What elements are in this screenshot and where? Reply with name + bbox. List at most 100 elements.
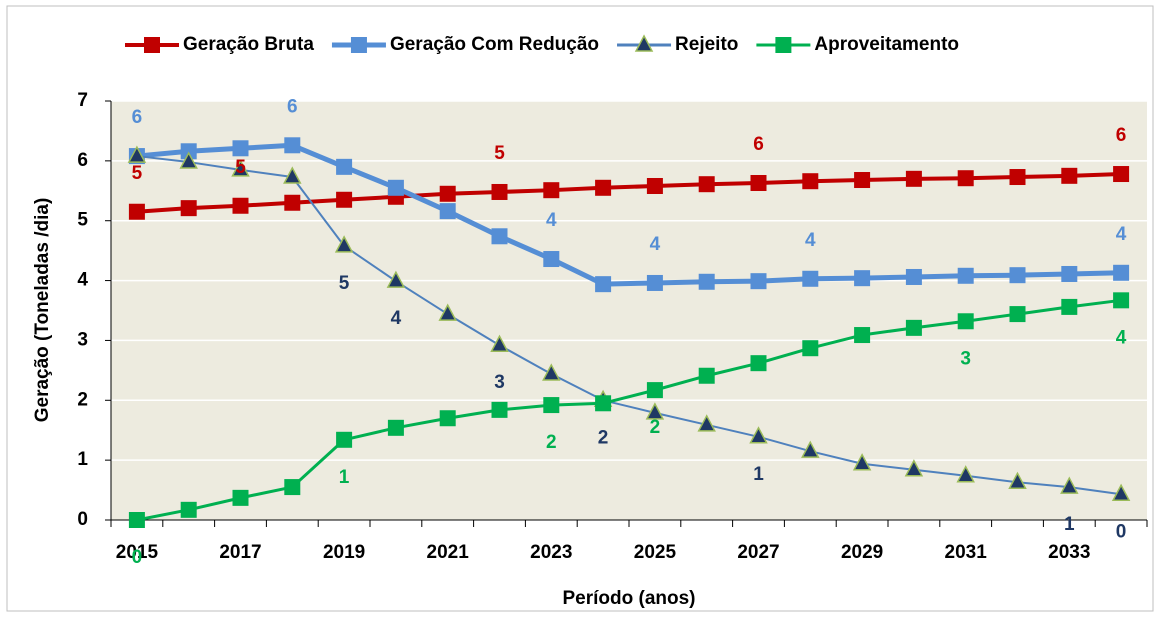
data-point (284, 137, 301, 154)
y-axis-title: Geração (Toneladas /dia) (32, 198, 53, 423)
data-point (750, 175, 767, 192)
data-label: 6 (753, 134, 764, 155)
data-label: 2 (598, 427, 609, 448)
data-point (438, 303, 457, 321)
data-point (854, 270, 871, 287)
data-point (698, 367, 715, 384)
data-point (750, 273, 767, 290)
data-point (646, 177, 663, 194)
data-point (336, 191, 353, 208)
data-point (1060, 476, 1079, 494)
data-point (232, 489, 249, 506)
x-tick-label: 2021 (427, 542, 470, 563)
data-point (750, 355, 767, 372)
data-label: 6 (1116, 125, 1127, 146)
legend-label: Rejeito (675, 34, 738, 55)
data-point (231, 159, 250, 177)
data-point (179, 151, 198, 169)
data-label: 1 (753, 464, 764, 485)
y-tick-label: 2 (77, 389, 88, 410)
data-point (595, 179, 612, 196)
data-point (439, 203, 456, 220)
legend-marker (775, 37, 792, 53)
x-tick-label: 2019 (323, 542, 365, 563)
data-label: 0 (132, 547, 143, 568)
data-point (180, 143, 197, 160)
series-line (136, 155, 1122, 496)
data-point (646, 382, 663, 399)
data-point (543, 397, 560, 414)
data-point (128, 512, 145, 528)
x-axis-title: Período (anos) (562, 588, 695, 609)
data-label: 6 (287, 96, 298, 117)
data-point (801, 440, 820, 458)
data-point (180, 501, 197, 518)
data-point (1061, 265, 1078, 282)
data-point (854, 172, 871, 189)
data-point (905, 319, 922, 336)
legend-marker (350, 37, 367, 53)
data-label: 6 (132, 107, 143, 128)
y-tick-label: 5 (77, 210, 88, 231)
data-point (1009, 306, 1026, 323)
series-line (136, 298, 1122, 522)
data-point (645, 402, 665, 420)
x-tick-label: 2025 (634, 542, 677, 563)
data-point (439, 410, 456, 427)
x-tick-label: 2029 (841, 542, 883, 563)
x-tick-label: 2015 (116, 542, 159, 563)
data-point (490, 334, 509, 352)
data-point (595, 395, 612, 412)
data-point (1009, 169, 1026, 186)
x-tick-label: 2017 (219, 542, 261, 563)
data-label: 4 (650, 234, 661, 255)
data-label: 5 (235, 157, 246, 178)
data-label: 4 (1116, 327, 1127, 348)
y-tick-label: 7 (77, 90, 88, 111)
data-point (957, 267, 974, 284)
data-point (387, 179, 404, 196)
data-label: 3 (494, 372, 505, 393)
y-tick-label: 0 (77, 509, 88, 530)
data-point (1111, 483, 1131, 502)
data-point (905, 268, 922, 285)
data-point (852, 453, 872, 471)
data-point (802, 270, 819, 287)
data-point (336, 431, 353, 448)
data-label: 3 (960, 348, 971, 369)
data-point (491, 228, 508, 245)
legend-label: Aproveitamento (814, 34, 959, 55)
data-point (904, 459, 924, 477)
data-label: 1 (1064, 514, 1075, 535)
x-tick-label: 2033 (1048, 542, 1090, 563)
legend-marker (634, 34, 654, 52)
plot-area (111, 101, 1147, 520)
data-label: 5 (339, 273, 350, 294)
data-point (127, 145, 147, 163)
data-label: 4 (391, 308, 402, 329)
data-point (1113, 264, 1130, 281)
data-point (232, 140, 249, 157)
y-tick-label: 1 (77, 449, 88, 470)
data-point (284, 479, 301, 496)
data-label: 2 (546, 432, 557, 453)
data-point (646, 274, 663, 291)
data-point (956, 465, 975, 483)
data-point (542, 363, 561, 381)
data-point (491, 183, 508, 200)
data-label: 4 (1116, 224, 1127, 245)
data-point (1009, 267, 1026, 284)
data-point (334, 235, 354, 253)
data-point (284, 194, 301, 211)
legend-label: Geração Com Redução (390, 34, 599, 55)
data-point (854, 327, 871, 344)
data-label: 1 (339, 467, 350, 488)
data-point (1061, 298, 1078, 315)
series-line (136, 142, 1122, 287)
data-point (439, 185, 456, 202)
data-point (232, 197, 249, 214)
y-tick-label: 4 (77, 270, 88, 291)
data-point (387, 419, 404, 436)
data-point (283, 166, 302, 184)
